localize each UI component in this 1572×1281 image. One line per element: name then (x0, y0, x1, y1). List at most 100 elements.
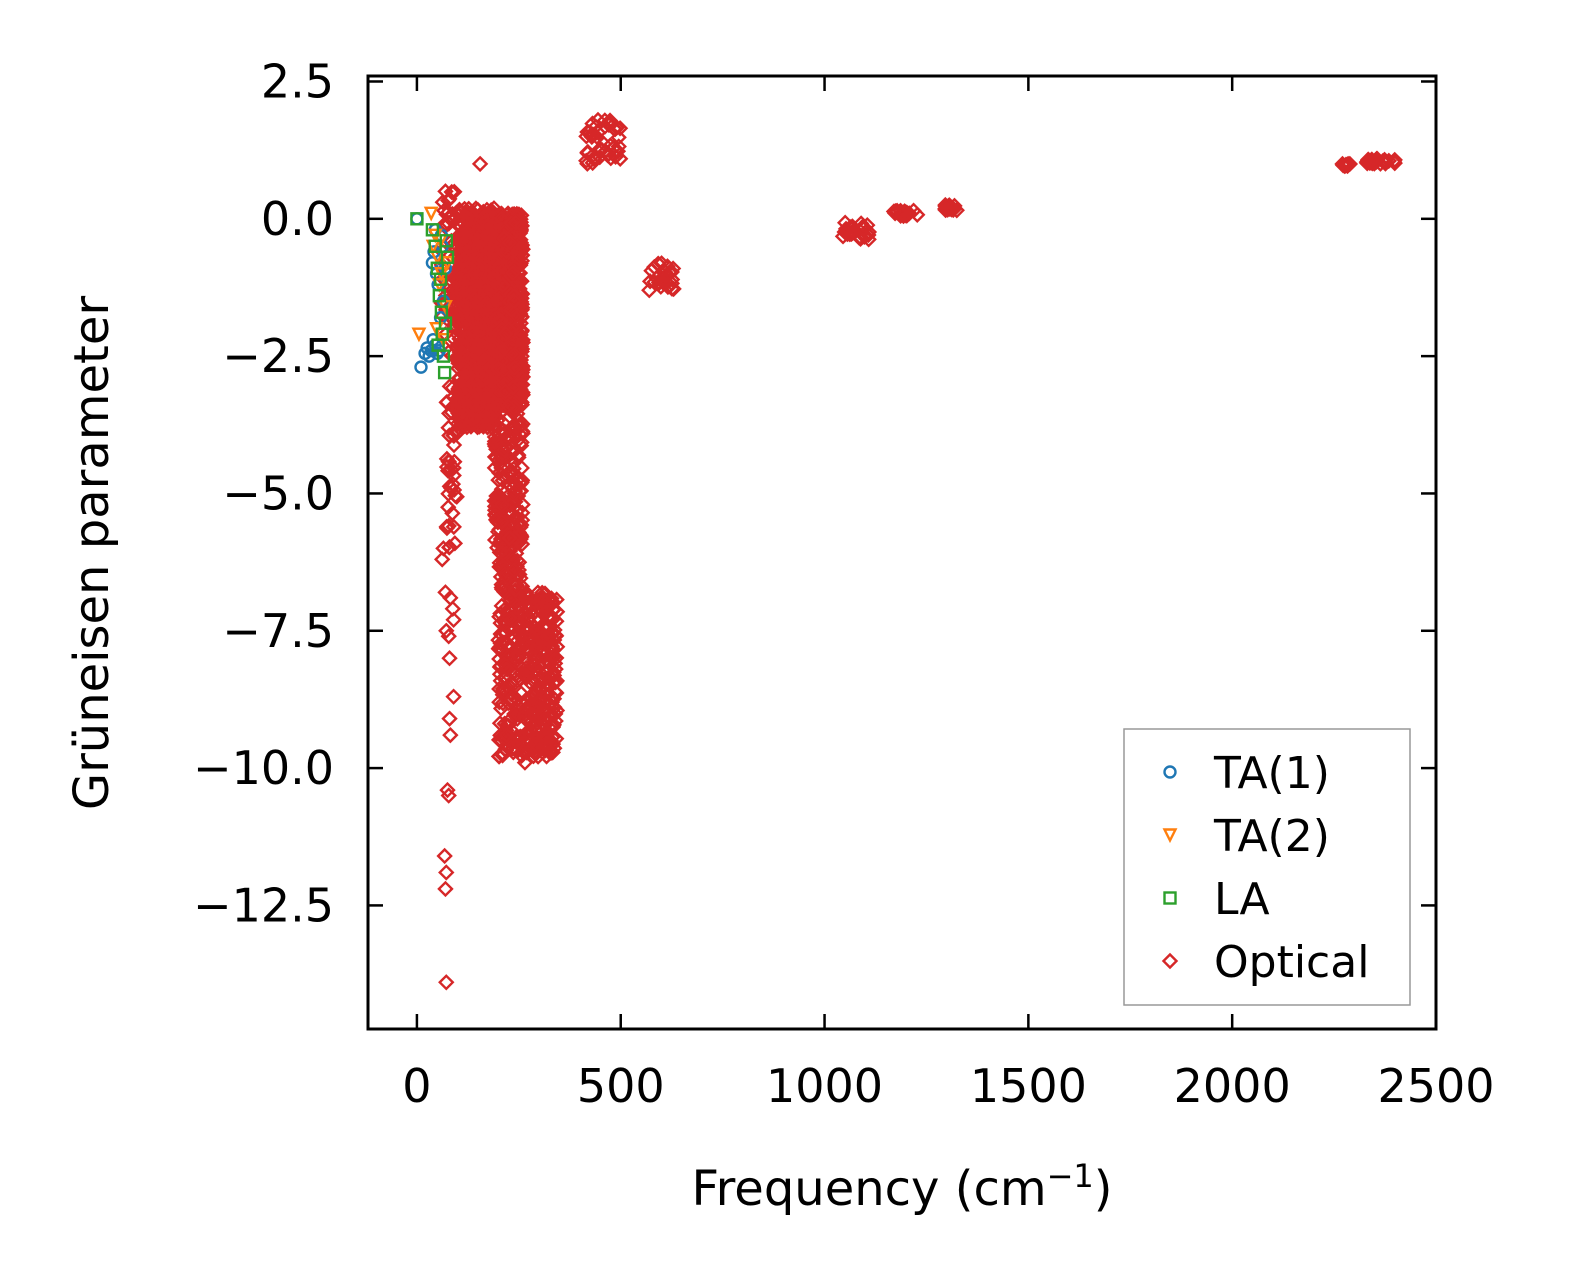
point-optical (898, 204, 916, 221)
point-optical (486, 492, 503, 510)
point-optical (440, 215, 457, 232)
legend-item: TA(2) (1162, 811, 1330, 862)
point-optical (535, 726, 552, 744)
y-tick-label: −5.0 (222, 466, 334, 520)
point-optical (502, 690, 520, 707)
point-optical (442, 726, 459, 744)
point-optical (511, 360, 528, 378)
point-optical (446, 453, 463, 470)
point-optical (836, 214, 854, 231)
legend-item: LA (1163, 874, 1270, 925)
point-optical (653, 255, 670, 272)
point-optical (508, 732, 525, 749)
point-optical (498, 726, 515, 744)
point-la (439, 234, 453, 248)
point-optical (438, 974, 455, 991)
point-optical (500, 464, 517, 481)
point-optical (491, 328, 509, 345)
point-optical (496, 376, 513, 393)
point-optical (653, 270, 670, 287)
point-optical (440, 499, 457, 516)
point-optical (510, 250, 527, 267)
y-axis-label: Grüneisen parameter (64, 296, 120, 811)
point-optical (536, 742, 553, 760)
point-optical (507, 581, 524, 599)
point-optical (579, 145, 596, 162)
point-optical (454, 245, 471, 263)
point-optical (472, 388, 489, 405)
point-optical (522, 596, 539, 614)
point-optical (472, 262, 489, 279)
point-optical (492, 642, 510, 660)
point-optical (522, 627, 540, 644)
x-tick-label: 2000 (1174, 1059, 1291, 1113)
point-optical (506, 287, 523, 305)
point-optical (506, 293, 523, 310)
point-optical (473, 275, 490, 293)
point-optical (486, 242, 504, 260)
point-optical (486, 428, 504, 446)
point-optical (834, 228, 852, 245)
legend-item: Optical (1161, 937, 1369, 988)
point-optical (664, 260, 682, 277)
point-optical (493, 559, 510, 576)
x-tick-label: 1500 (970, 1059, 1087, 1113)
point-optical (517, 726, 535, 743)
point-optical (544, 593, 562, 611)
point-optical (452, 232, 470, 249)
point-optical (500, 476, 518, 494)
point-ta-2 (423, 206, 439, 222)
y-tick-label: 0.0 (261, 192, 334, 246)
axis-ticks: 0 500 1000 1500 2000 2500 2.5 0.0 −2.5 −5.0 −7.5 −1… (193, 54, 1495, 1113)
point-optical (491, 680, 508, 698)
point-optical (527, 736, 544, 753)
point-optical (529, 665, 546, 683)
point-optical (548, 649, 565, 667)
point-optical (641, 273, 659, 290)
y-tick-label: 2.5 (261, 54, 334, 108)
point-optical (440, 453, 458, 471)
point-optical (588, 128, 606, 146)
point-optical (503, 214, 520, 232)
legend-marker (1163, 765, 1177, 779)
point-optical (1339, 157, 1356, 175)
point-optical (493, 496, 511, 514)
point-optical (498, 661, 516, 678)
point-optical (510, 446, 527, 464)
point-la (438, 316, 453, 330)
point-optical (449, 390, 466, 407)
point-optical (517, 692, 534, 709)
point-ta-2 (411, 327, 427, 343)
point-optical (497, 325, 515, 342)
point-optical (449, 290, 467, 307)
point-optical (946, 197, 963, 215)
point-la (437, 365, 452, 380)
point-optical (514, 334, 532, 351)
point-optical (1363, 151, 1380, 169)
point-optical (518, 588, 536, 606)
point-optical (516, 754, 534, 771)
y-tick-label: −10.0 (193, 741, 334, 795)
point-la (440, 250, 455, 264)
point-optical (542, 638, 559, 656)
point-optical (471, 155, 489, 173)
point-optical (1360, 151, 1377, 168)
point-optical (438, 622, 455, 639)
point-optical (505, 561, 523, 579)
point-optical (533, 715, 550, 732)
point-optical (445, 688, 462, 705)
point-optical (536, 710, 553, 727)
point-optical (445, 611, 462, 628)
point-ta-1 (414, 360, 428, 374)
point-optical (456, 313, 473, 331)
point-optical (474, 415, 492, 432)
point-optical (492, 635, 509, 652)
x-tick-label: 0 (402, 1059, 431, 1113)
point-optical (491, 544, 509, 561)
point-optical (511, 527, 529, 544)
point-optical (510, 232, 527, 249)
point-optical (492, 424, 509, 442)
point-optical (532, 600, 549, 617)
point-optical (663, 280, 681, 297)
x-axis-label-main: Frequency (cm (691, 1161, 1046, 1217)
